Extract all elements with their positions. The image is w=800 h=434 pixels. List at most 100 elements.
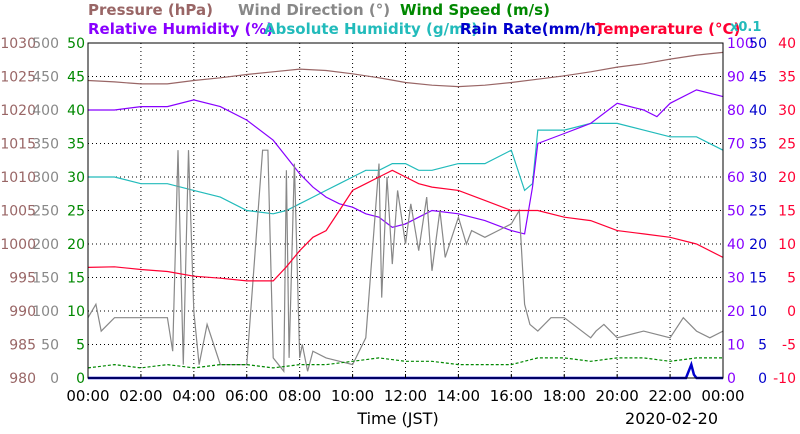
pressure-tick-label: 990 — [9, 304, 36, 320]
temperature-tick-label: 20 — [778, 170, 796, 186]
humidity-tick-label: 80 — [727, 103, 745, 119]
wind-direction-tick-label: 50 — [41, 338, 59, 354]
wind-speed-tick-label: 45 — [67, 70, 85, 86]
wind-direction-tick-label: 100 — [32, 304, 59, 320]
right-axes: 1009080706050403020100504540353025201510… — [727, 36, 796, 387]
humidity-tick-label: 90 — [727, 70, 745, 86]
series-wind-speed-m-s — [87, 357, 723, 369]
wind-direction-tick-label: 350 — [32, 137, 59, 153]
rain-tick-label: 45 — [749, 70, 767, 86]
rain-tick-label: 15 — [749, 271, 767, 287]
x-tick-label: 10:00 — [331, 387, 374, 405]
humidity-tick-label: 0 — [727, 371, 736, 387]
humidity-tick-label: 50 — [727, 204, 745, 220]
series-absolute-humidity-g-m — [88, 122, 724, 215]
series-temperature-c — [87, 169, 724, 282]
x-tick-label: 22:00 — [648, 387, 691, 405]
x-axis-title: Time (JST) — [356, 409, 438, 428]
wind-speed-tick-label: 0 — [76, 371, 85, 387]
x-tick-label: 18:00 — [543, 387, 586, 405]
x-tick-label: 00:00 — [66, 387, 109, 405]
rain-tick-label: 0 — [758, 371, 767, 387]
wind-speed-tick-label: 10 — [67, 304, 85, 320]
wind-speed-tick-label: 30 — [67, 170, 85, 186]
pressure-tick-label: 1010 — [0, 170, 36, 186]
wind-speed-tick-label: 20 — [67, 237, 85, 253]
x-tick-label: 12:00 — [384, 387, 427, 405]
x-tick-label: 00:00 — [701, 387, 744, 405]
temperature-tick-label: -10 — [773, 371, 796, 387]
humidity-tick-label: 100 — [727, 36, 754, 52]
legend-wind-speed-m-s: Wind Speed (m/s) — [400, 1, 550, 19]
chart-date: 2020-02-20 — [625, 409, 718, 428]
series-relative-humidity — [88, 89, 724, 235]
left-axes: 1030102510201015101010051000995990985980… — [0, 36, 85, 387]
temperature-tick-label: 5 — [787, 271, 796, 287]
legend-rain-rate-mm-h: Rain Rate(mm/h) — [460, 20, 603, 38]
pressure-tick-label: 980 — [9, 371, 36, 387]
wind-speed-tick-label: 5 — [76, 338, 85, 354]
legend-pressure-hpa: Pressure (hPa) — [88, 1, 213, 19]
series-pressure-hpa — [87, 51, 724, 88]
wind-direction-tick-label: 450 — [32, 70, 59, 86]
temperature-tick-label: -5 — [782, 338, 796, 354]
rain-multiplier: x0.1 — [730, 20, 761, 35]
rain-tick-label: 25 — [749, 204, 767, 220]
temperature-tick-label: 15 — [778, 204, 796, 220]
x-tick-label: 06:00 — [225, 387, 268, 405]
legend-relative-humidity: Relative Humidity (%) — [88, 20, 273, 38]
pressure-tick-label: 1025 — [0, 70, 36, 86]
wind-direction-tick-label: 400 — [32, 103, 59, 119]
wind-direction-tick-label: 0 — [50, 371, 59, 387]
rain-tick-label: 10 — [749, 304, 767, 320]
wind-direction-tick-label: 250 — [32, 204, 59, 220]
pressure-tick-label: 1005 — [0, 204, 36, 220]
humidity-tick-label: 10 — [727, 338, 745, 354]
pressure-tick-label: 1015 — [0, 137, 36, 153]
rain-tick-label: 35 — [749, 137, 767, 153]
x-tick-label: 04:00 — [172, 387, 215, 405]
pressure-tick-label: 1000 — [0, 237, 36, 253]
legend-temperature-c: Temperature (°C) — [595, 20, 740, 38]
wind-speed-tick-label: 40 — [67, 103, 85, 119]
x-tick-label: 20:00 — [596, 387, 639, 405]
temperature-tick-label: 40 — [778, 36, 796, 52]
rain-tick-label: 50 — [749, 36, 767, 52]
temperature-tick-label: 35 — [778, 70, 796, 86]
pressure-tick-label: 1030 — [0, 36, 36, 52]
pressure-tick-label: 1020 — [0, 103, 36, 119]
series-wind-direction — [87, 149, 724, 373]
legend: Pressure (hPa) Wind Direction (°) Wind Spe… — [88, 1, 740, 38]
x-tick-label: 14:00 — [437, 387, 480, 405]
x-axis: 00:00 02:00 04:00 06:00 08:00 10:00 12:00 14:00… — [66, 374, 745, 405]
temperature-tick-label: 0 — [787, 304, 796, 320]
rain-tick-label: 20 — [749, 237, 767, 253]
temperature-tick-label: 10 — [778, 237, 796, 253]
grid — [88, 43, 723, 378]
wind-speed-tick-label: 50 — [67, 36, 85, 52]
rain-tick-label: 30 — [749, 170, 767, 186]
x-tick-label: 02:00 — [119, 387, 162, 405]
wind-speed-tick-label: 25 — [67, 204, 85, 220]
x-tick-label: 08:00 — [278, 387, 321, 405]
wind-direction-tick-label: 500 — [32, 36, 59, 52]
wind-speed-tick-label: 35 — [67, 137, 85, 153]
pressure-tick-label: 995 — [9, 271, 36, 287]
rain-tick-label: 40 — [749, 103, 767, 119]
humidity-tick-label: 60 — [727, 170, 745, 186]
wind-direction-tick-label: 300 — [32, 170, 59, 186]
humidity-tick-label: 20 — [727, 304, 745, 320]
pressure-tick-label: 985 — [9, 338, 36, 354]
wind-speed-tick-label: 15 — [67, 271, 85, 287]
temperature-tick-label: 25 — [778, 137, 796, 153]
humidity-tick-label: 70 — [727, 137, 745, 153]
x-tick-label: 16:00 — [490, 387, 533, 405]
legend-absolute-humidity-g-m: Absolute Humidity (g/m³) — [264, 20, 478, 38]
legend-wind-direction: Wind Direction (°) — [238, 1, 390, 19]
humidity-tick-label: 40 — [727, 237, 745, 253]
wind-direction-tick-label: 150 — [32, 271, 59, 287]
humidity-tick-label: 30 — [727, 271, 745, 287]
temperature-tick-label: 30 — [778, 103, 796, 119]
wind-direction-tick-label: 200 — [32, 237, 59, 253]
